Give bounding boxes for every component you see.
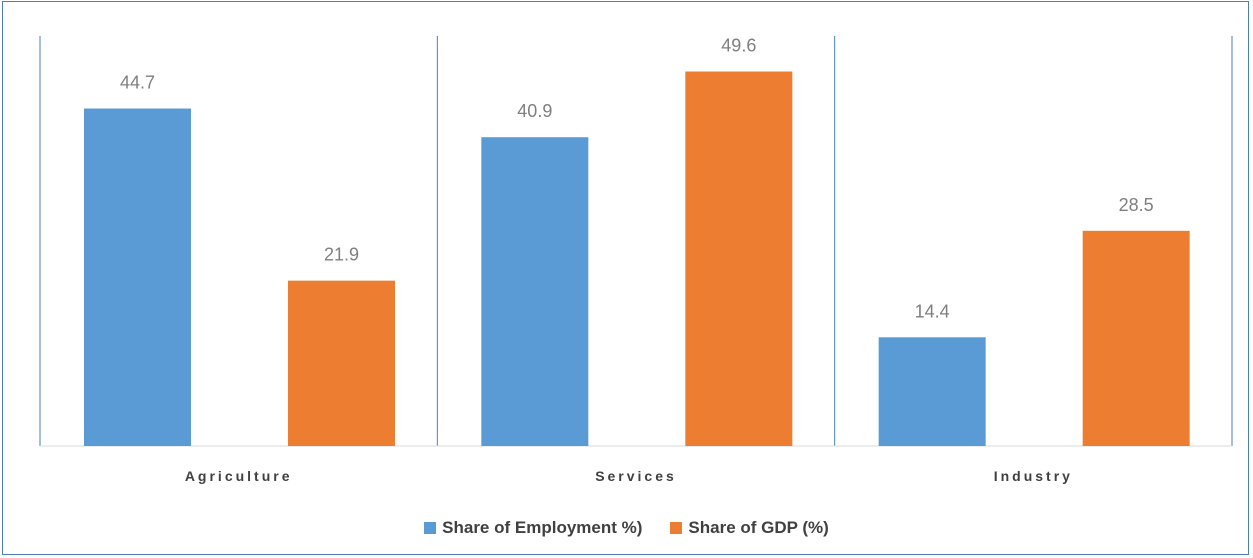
data-label: 40.9 [517,101,552,121]
category-dividers [39,36,1233,446]
category-label-industry: Industry [994,468,1073,484]
bar-gdp-industry [1082,230,1190,446]
category-label-services: Services [595,468,677,484]
bars-group [84,71,1190,447]
data-label: 28.5 [1119,195,1154,215]
data-label: 44.7 [120,73,155,93]
legend-item-gdp: Share of GDP (%) [670,518,829,538]
bar-gdp-agriculture [288,280,395,446]
bar-employment-services [481,137,589,446]
bar-employment-agriculture [84,108,191,446]
legend-label-employment: Share of Employment %) [442,518,643,537]
legend-item-employment: Share of Employment %) [424,518,642,538]
bar-employment-industry [878,337,986,446]
legend: Share of Employment %) Share of GDP (%) [0,516,1253,540]
bar-gdp-services [685,71,793,447]
legend-label-gdp: Share of GDP (%) [688,518,829,537]
legend-swatch-gdp [670,522,683,534]
data-label: 21.9 [324,245,359,265]
legend-swatch-employment [424,522,437,534]
category-label-agriculture: Agriculture [185,468,293,484]
data-label: 49.6 [721,36,756,56]
data-labels-group: 44.7 21.9 40.9 49.6 14.4 28.5 [120,36,1154,322]
category-labels-group: Agriculture Services Industry [185,468,1073,484]
data-label: 14.4 [915,301,950,321]
